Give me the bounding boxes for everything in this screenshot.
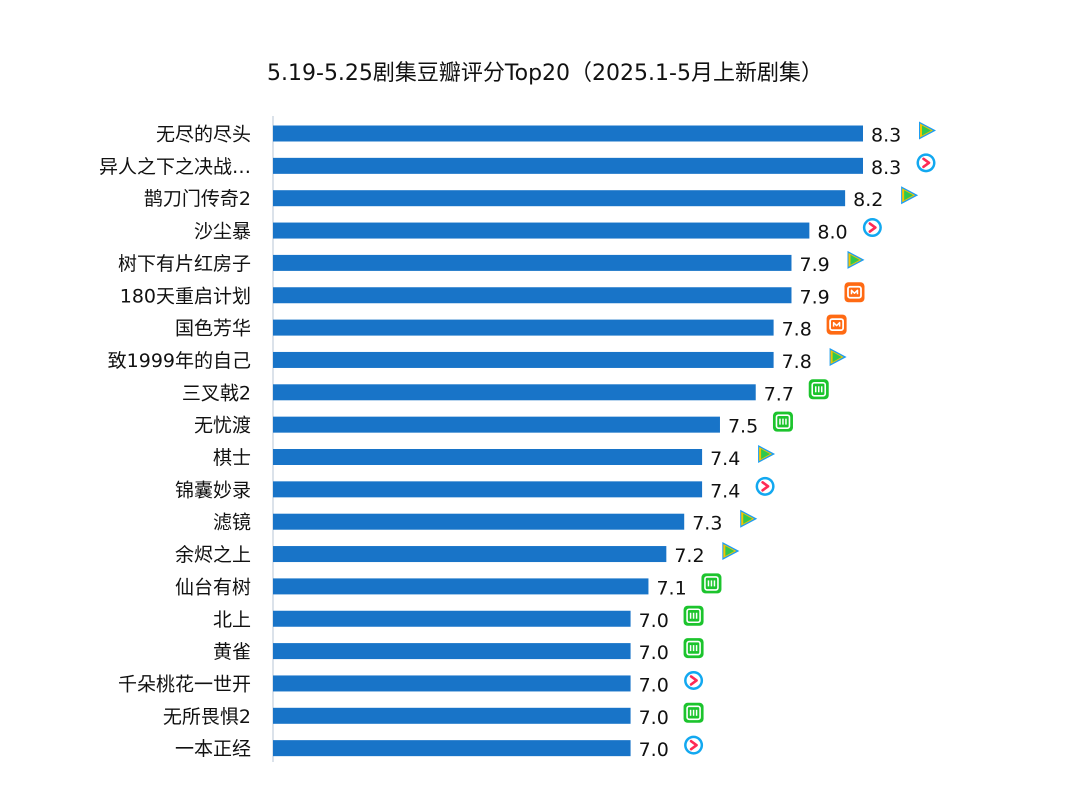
bar: [273, 254, 792, 271]
tencent-video-icon: [758, 445, 776, 463]
value-label: 7.0: [639, 707, 669, 729]
value-label: 7.8: [782, 351, 812, 373]
value-label: 8.3: [871, 157, 901, 179]
category-label: 无所畏惧2: [163, 706, 251, 728]
category-label: 北上: [213, 609, 251, 631]
iqiyi-icon: [808, 379, 829, 400]
bar: [273, 157, 863, 174]
bar: [273, 384, 756, 401]
category-label: 鹊刀门传奇2: [144, 188, 251, 210]
bar: [273, 481, 703, 498]
value-label: 7.8: [782, 319, 812, 341]
bar: [273, 578, 649, 595]
value-label: 7.5: [728, 416, 758, 438]
value-label: 7.3: [692, 513, 722, 535]
youku-icon: [862, 218, 882, 238]
tencent-video-icon: [847, 250, 865, 269]
category-label: 无尽的尽头: [156, 124, 251, 146]
category-label: 千朵桃花一世开: [118, 673, 251, 695]
category-label: 树下有片红房子: [118, 253, 251, 275]
platform-icons-layer: [683, 121, 936, 755]
bar: [273, 513, 685, 530]
bar: [273, 707, 631, 724]
category-label: 异人之下之决战…: [99, 156, 251, 178]
bars-layer: [273, 125, 863, 757]
tencent-video-icon: [919, 121, 936, 140]
category-label: 锦囊妙录: [175, 479, 251, 501]
bar: [273, 416, 720, 433]
value-label: 7.7: [764, 383, 794, 405]
chart-title: 5.19-5.25剧集豆瓣评分Top20（2025.1-5月上新剧集）: [267, 61, 823, 86]
bar: [273, 740, 631, 757]
category-label: 无忧渡: [194, 415, 251, 437]
category-label: 沙尘暴: [194, 221, 251, 243]
tencent-video-icon: [722, 542, 740, 561]
value-label: 7.9: [799, 286, 829, 308]
bar: [273, 449, 703, 465]
value-label: 7.2: [674, 545, 704, 567]
bar: [273, 190, 846, 207]
bar: [273, 351, 774, 368]
bar: [273, 675, 631, 692]
bar: [273, 319, 774, 336]
bar: [273, 610, 631, 627]
bar: [273, 287, 792, 304]
iqiyi-icon: [683, 702, 704, 723]
youku-icon: [916, 153, 936, 173]
tencent-video-icon: [901, 186, 919, 205]
iqiyi-icon: [683, 605, 704, 626]
value-label: 7.0: [639, 739, 669, 761]
value-label: 7.0: [639, 642, 669, 664]
mango-tv-icon: [844, 282, 865, 303]
category-label: 一本正经: [175, 738, 251, 760]
value-label: 7.0: [639, 610, 669, 632]
value-label: 7.9: [799, 254, 829, 276]
bar: [273, 222, 810, 239]
category-label: 三叉戟2: [182, 382, 251, 404]
iqiyi-icon: [701, 573, 722, 594]
category-label: 国色芳华: [175, 318, 251, 340]
category-label: 180天重启计划: [120, 285, 251, 307]
value-labels-layer: 8.3 8.3 8.2 8.0 7.9 7.9 7.8 7.8 7.7 7.5 7.4 7.4 7.3 7…: [639, 125, 902, 762]
value-label: 8.2: [853, 189, 883, 211]
category-label: 余烬之上: [175, 544, 251, 566]
category-label: 黄雀: [213, 641, 251, 663]
youku-icon: [755, 476, 775, 496]
tencent-video-icon: [829, 347, 847, 366]
value-label: 8.3: [871, 125, 901, 147]
category-label: 棋士: [213, 447, 251, 469]
value-label: 7.4: [710, 480, 740, 502]
tencent-video-icon: [740, 509, 758, 528]
category-label: 仙台有树: [175, 576, 251, 598]
category-label: 滤镜: [213, 512, 251, 534]
iqiyi-icon: [772, 411, 793, 432]
bar: [273, 125, 863, 142]
mango-tv-icon: [826, 314, 847, 335]
iqiyi-icon: [683, 638, 704, 659]
bar: [273, 643, 631, 660]
value-label: 7.1: [656, 577, 686, 599]
value-label: 7.0: [639, 674, 669, 696]
youku-icon: [684, 670, 704, 690]
value-label: 8.0: [817, 222, 847, 244]
bar: [273, 546, 667, 563]
category-label: 致1999年的自己: [108, 350, 251, 372]
value-label: 7.4: [710, 448, 740, 470]
youku-icon: [684, 735, 704, 755]
